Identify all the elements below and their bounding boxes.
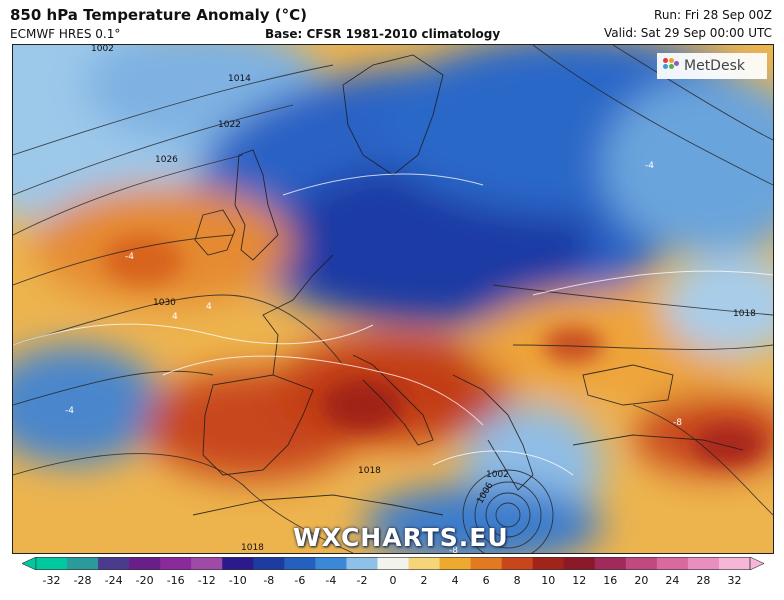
valid-time: Valid: Sat 29 Sep 00:00 UTC xyxy=(604,26,772,40)
climatology-base: Base: CFSR 1981-2010 climatology xyxy=(265,27,501,41)
anomaly-label: 4 xyxy=(206,302,212,312)
run-time: Run: Fri 28 Sep 00Z xyxy=(654,8,772,22)
colorbar-segment xyxy=(284,557,316,570)
colorbar-segment xyxy=(377,557,410,570)
colorbar-segment xyxy=(594,557,627,570)
colorbar-tick-label: -28 xyxy=(73,574,92,587)
colorbar-segment xyxy=(315,557,347,570)
colorbar-tick-label: -8 xyxy=(263,574,275,587)
colorbar-tick-label: 20 xyxy=(634,574,649,587)
colorbar-segment xyxy=(563,557,596,570)
colorbar-tick-label: -10 xyxy=(228,574,247,587)
colorbar-tick-label: -4 xyxy=(325,574,337,587)
colorbar-segment xyxy=(439,557,472,570)
colorbar-tick-label: 2 xyxy=(420,574,428,587)
colorbar-segment xyxy=(718,557,751,570)
colorbar-segment xyxy=(222,557,254,570)
anomaly-label: 4 xyxy=(172,312,178,322)
isobar-label: 1014 xyxy=(228,74,251,84)
isobar-label: 1018 xyxy=(241,543,264,553)
low-center-label: 1002 xyxy=(486,470,509,480)
isobar-label: 1018 xyxy=(358,466,381,476)
colorbar-tick-label: 24 xyxy=(665,574,680,587)
anomaly-label: -4 xyxy=(645,161,654,171)
anomaly-label: -4 xyxy=(65,406,74,416)
metdesk-logo-text: MetDesk xyxy=(684,58,745,74)
colorbar-tick-label: 6 xyxy=(482,574,490,587)
colorbar-segment xyxy=(67,557,99,570)
colorbar-tick-label: 16 xyxy=(603,574,618,587)
wxcharts-watermark: WXCHARTS.EU xyxy=(293,523,509,552)
colorbar-tick-label: 28 xyxy=(696,574,711,587)
colorbar-tick-label: -32 xyxy=(42,574,61,587)
colorbar-segment xyxy=(656,557,689,570)
colorbar-outline xyxy=(35,557,751,570)
colorbar-segment xyxy=(501,557,534,570)
colorbar-labels: -32 -28 -24 -20 -16 -12 -10 -8 -6 -4 -2 0 2 4 6 8 10 12 16… xyxy=(0,574,784,590)
isobar-label: 1030 xyxy=(153,298,176,308)
anomaly-label: -8 xyxy=(449,546,458,553)
colorbar-segment xyxy=(470,557,503,570)
colorbar-tick-label: 32 xyxy=(727,574,742,587)
colorbar-segment xyxy=(253,557,285,570)
isobar-label: 1018 xyxy=(733,309,756,319)
isobar-label: 1002 xyxy=(91,45,114,54)
colorbar-left-arrow xyxy=(22,557,37,570)
colorbar-segment xyxy=(191,557,223,570)
colorbar-right-arrow xyxy=(749,557,764,570)
model-name: ECMWF HRES 0.1° xyxy=(10,27,121,41)
colorbar-tick-label: 0 xyxy=(389,574,397,587)
map-graphic: 1002 1014 1022 1026 1030 1018 1018 1018 … xyxy=(13,45,773,553)
colorbar-tick-label: 10 xyxy=(541,574,556,587)
colorbar-segment xyxy=(625,557,658,570)
colorbar-segment xyxy=(408,557,441,570)
anomaly-map: 1002 1014 1022 1026 1030 1018 1018 1018 … xyxy=(12,44,774,554)
colorbar-tick-label: 8 xyxy=(513,574,521,587)
colorbar-tick-label: -24 xyxy=(104,574,123,587)
colorbar xyxy=(22,557,764,570)
chart-title: 850 hPa Temperature Anomaly (°C) xyxy=(10,6,307,24)
colorbar-tick-label: -2 xyxy=(356,574,368,587)
colorbar-tick-label: -20 xyxy=(135,574,154,587)
colorbar-segment xyxy=(160,557,192,570)
isobar-label: 1022 xyxy=(218,120,241,130)
colorbar-tick-label: -12 xyxy=(197,574,216,587)
metdesk-dots-icon xyxy=(663,58,679,74)
isobar-label: 1026 xyxy=(155,155,178,165)
colorbar-segment xyxy=(346,557,378,570)
colorbar-segment xyxy=(98,557,130,570)
metdesk-logo: MetDesk xyxy=(657,53,767,79)
colorbar-segment xyxy=(532,557,565,570)
colorbar-segment xyxy=(687,557,720,570)
colorbar-tick-label: -16 xyxy=(166,574,185,587)
colorbar-tick-label: 12 xyxy=(572,574,587,587)
colorbar-segment xyxy=(129,557,161,570)
anomaly-label: -8 xyxy=(673,418,682,428)
colorbar-tick-label: -6 xyxy=(294,574,306,587)
colorbar-tick-label: 4 xyxy=(451,574,459,587)
colorbar-segment xyxy=(36,557,68,570)
anomaly-label: -4 xyxy=(125,252,134,262)
